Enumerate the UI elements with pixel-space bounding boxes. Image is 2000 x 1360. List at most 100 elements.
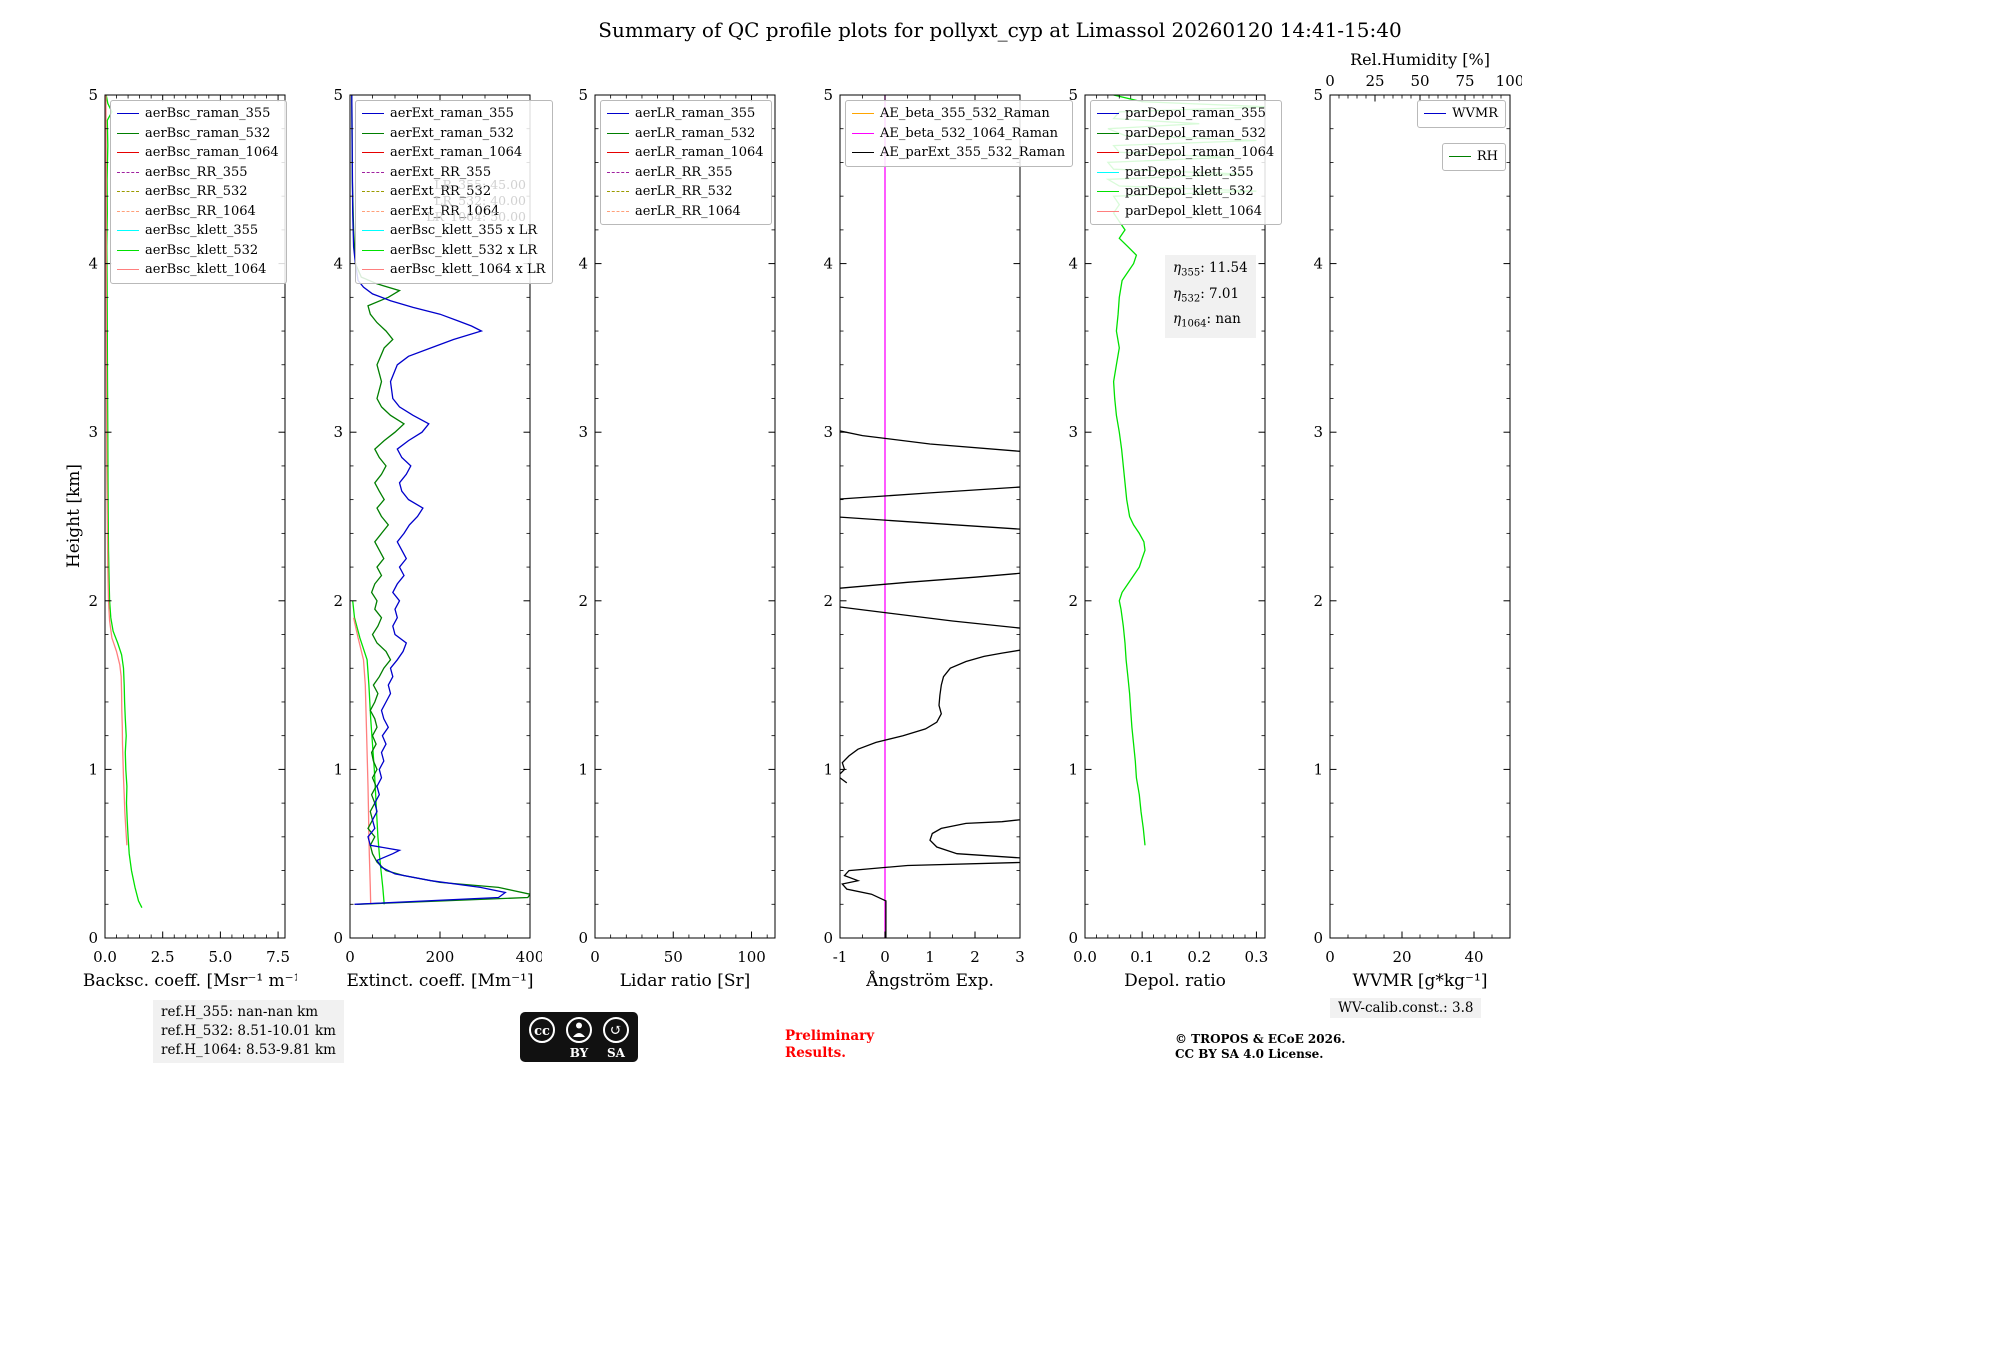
svg-text:0: 0 <box>1068 929 1078 947</box>
svg-text:1: 1 <box>925 948 935 966</box>
legend-line-sample-icon <box>1097 171 1119 173</box>
chart-panel-depol: 0 1 2 3 4 5 0.0 0.1 0.2 0.3 Depol. ratio parDepol_r… <box>1039 17 1283 996</box>
legend-line-sample-icon <box>117 191 139 193</box>
legend-line-sample-icon <box>117 210 139 212</box>
legend-item: AE_beta_355_532_Raman <box>852 104 1065 124</box>
legend-label: aerBsc_klett_355 <box>145 223 259 238</box>
svg-text:100: 100 <box>737 948 766 966</box>
svg-text:50: 50 <box>664 948 683 966</box>
legend-line-sample-icon <box>1097 113 1119 115</box>
svg-text:4: 4 <box>333 255 343 273</box>
svg-text:-1: -1 <box>833 948 848 966</box>
svg-text:1: 1 <box>333 760 343 778</box>
legend-line-sample-icon <box>362 191 384 193</box>
legend-line-sample-icon <box>117 113 139 115</box>
legend-item: parDepol_klett_1064 <box>1097 202 1274 222</box>
legend-item: aerBsc_raman_532 <box>117 124 279 144</box>
legend-label: aerBsc_RR_355 <box>145 164 248 180</box>
svg-text:Extinct. coeff. [Mm⁻¹]: Extinct. coeff. [Mm⁻¹] <box>346 971 533 991</box>
svg-text:3: 3 <box>333 423 343 441</box>
legend-item: aerExt_RR_355 <box>362 163 545 183</box>
legend-wvmr-0: WVMR <box>1417 100 1506 128</box>
legend-label: aerBsc_klett_1064 x LR <box>390 262 546 277</box>
svg-text:20: 20 <box>1392 948 1411 966</box>
svg-text:0: 0 <box>823 929 833 947</box>
legend-label: parDepol_raman_1064 <box>1125 145 1275 160</box>
legend-label: AE_beta_532_1064_Raman <box>880 125 1059 141</box>
svg-text:3: 3 <box>1068 423 1078 441</box>
legend-label: aerLR_RR_532 <box>635 184 733 199</box>
svg-text:0: 0 <box>88 929 98 947</box>
svg-text:75: 75 <box>1455 72 1474 90</box>
legend-item: aerExt_raman_532 <box>362 124 545 144</box>
legend-label: aerExt_RR_355 <box>390 164 492 180</box>
legend-line-sample-icon <box>117 171 139 173</box>
svg-text:Ångström Exp.: Ångström Exp. <box>865 970 994 991</box>
legend-line-sample-icon <box>362 230 384 232</box>
legend-line-sample-icon <box>852 152 874 154</box>
legend-line-sample-icon <box>362 171 384 173</box>
legend-item: aerLR_RR_1064 <box>607 202 764 222</box>
depol-calibration-constants-box: η355: 11.54 η532: 7.01 η1064: nan <box>1165 255 1256 339</box>
wv-calib-note: WV-calib.const.: 3.8 <box>1330 998 1482 1018</box>
legend-label: aerExt_RR_532 <box>390 184 492 199</box>
svg-text:2: 2 <box>333 592 343 610</box>
legend-label: aerBsc_raman_1064 <box>145 145 279 160</box>
legend-label: aerBsc_raman_355 <box>145 106 271 121</box>
copyright-note: © TROPOS & ECoE 2026. CC BY SA 4.0 Licen… <box>1175 1032 1346 1061</box>
svg-text:↺: ↺ <box>610 1021 623 1039</box>
legend-label: RH <box>1476 149 1498 164</box>
svg-text:1: 1 <box>88 760 98 778</box>
legend-item: aerBsc_RR_1064 <box>117 202 279 222</box>
legend-label: aerExt_raman_1064 <box>390 145 523 160</box>
svg-text:0: 0 <box>590 948 600 966</box>
legend-line-sample-icon <box>852 132 874 134</box>
svg-text:1: 1 <box>823 760 833 778</box>
legend-item: aerLR_raman_355 <box>607 104 764 124</box>
legend-depol: parDepol_raman_355 parDepol_raman_532 parD… <box>1090 100 1283 225</box>
legend-item: parDepol_raman_1064 <box>1097 143 1274 163</box>
legend-item: aerExt_raman_355 <box>362 104 545 124</box>
legend-label: parDepol_klett_1064 <box>1125 203 1262 219</box>
legend-line-sample-icon <box>362 210 384 212</box>
svg-text:3: 3 <box>88 423 98 441</box>
svg-text:0.2: 0.2 <box>1187 948 1211 966</box>
legend-line-sample-icon <box>607 113 629 115</box>
lidar-ratio-watermark: LR_355: 45.00 LR_532: 40.00 LR_1064: 50.00 <box>426 177 526 224</box>
legend-label: AE_beta_355_532_Raman <box>880 106 1050 121</box>
svg-text:2: 2 <box>88 592 98 610</box>
svg-text:4: 4 <box>1068 255 1078 273</box>
legend-label: aerBsc_klett_1064 <box>145 262 267 277</box>
legend-item: parDepol_raman_532 <box>1097 124 1274 144</box>
svg-text:5: 5 <box>333 86 343 104</box>
svg-text:1: 1 <box>578 760 588 778</box>
legend-label: parDepol_klett_532 <box>1125 184 1254 199</box>
legend-item: aerBsc_RR_532 <box>117 182 279 202</box>
legend-line-sample-icon <box>1097 152 1119 154</box>
svg-text:0.1: 0.1 <box>1130 948 1154 966</box>
legend-item: aerBsc_klett_1064 <box>117 260 279 280</box>
svg-text:100: 100 <box>1496 72 1522 90</box>
svg-text:5: 5 <box>578 86 588 104</box>
legend-line-sample-icon <box>1424 113 1447 115</box>
legend-line-sample-icon <box>117 269 139 271</box>
legend-label: parDepol_klett_355 <box>1125 164 1254 180</box>
svg-text:WVMR [g*kg⁻¹]: WVMR [g*kg⁻¹] <box>1353 971 1488 991</box>
legend-label: aerExt_raman_532 <box>390 125 514 141</box>
legend-line-sample-icon <box>362 152 384 154</box>
legend-label: aerBsc_raman_532 <box>145 125 271 141</box>
svg-text:0: 0 <box>333 929 343 947</box>
legend-line-sample-icon <box>362 132 384 134</box>
legend-line-sample-icon <box>607 171 629 173</box>
svg-text:1: 1 <box>1068 760 1078 778</box>
legend-item: RH <box>1448 147 1498 167</box>
legend-label: aerLR_RR_355 <box>635 164 733 180</box>
legend-item: aerBsc_klett_532 <box>117 241 279 261</box>
legend-line-sample-icon <box>117 132 139 134</box>
svg-text:Backsc. coeff. [Msr⁻¹ m⁻¹]: Backsc. coeff. [Msr⁻¹ m⁻¹] <box>83 971 297 991</box>
legend-item: aerBsc_klett_532 x LR <box>362 241 545 261</box>
legend-line-sample-icon <box>607 132 629 134</box>
legend-line-sample-icon <box>362 113 384 115</box>
legend-item: parDepol_klett_532 <box>1097 182 1274 202</box>
